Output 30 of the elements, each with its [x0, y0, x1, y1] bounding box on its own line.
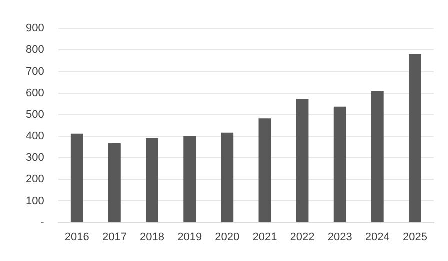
bar: [70, 134, 84, 222]
x-tick-label: 2022: [290, 231, 315, 244]
y-tick-label: 700: [26, 66, 44, 78]
bar: [184, 136, 196, 222]
x-tick-label: 2017: [102, 231, 127, 244]
x-tick-label: 2024: [365, 231, 390, 244]
bar: [409, 54, 422, 222]
bar: [334, 106, 346, 222]
y-tick-label: 600: [26, 87, 44, 100]
x-tick-label: 2019: [178, 231, 202, 244]
y-tick-label: 200: [26, 174, 44, 186]
bar: [221, 132, 234, 222]
x-tick-label: 2016: [64, 231, 90, 244]
x-tick-label: 2018: [140, 231, 165, 244]
y-tick-label: 400: [26, 130, 44, 143]
bar: [108, 143, 121, 222]
bar: [258, 118, 272, 222]
x-tick-label: 2021: [252, 231, 278, 244]
y-tick-label: 500: [26, 108, 44, 121]
bar: [371, 91, 384, 222]
y-tick-label: 800: [26, 44, 44, 56]
bar: [146, 138, 158, 222]
x-tick-label: 2020: [215, 231, 240, 244]
y-tick-label: 100: [26, 195, 44, 208]
x-tick-label: 2023: [328, 231, 352, 244]
y-tick-label: -: [40, 216, 45, 229]
bar: [296, 99, 309, 222]
y-tick-label: 300: [26, 152, 44, 164]
x-tick-label: 2025: [402, 231, 428, 244]
y-tick-label: 900: [26, 22, 44, 35]
